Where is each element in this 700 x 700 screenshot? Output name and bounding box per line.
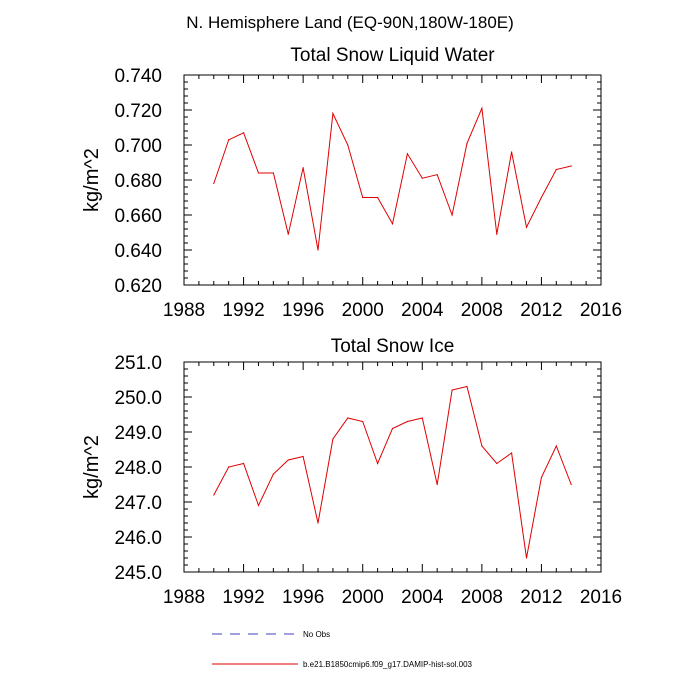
y-tick-label: 0.720 [114,101,162,122]
data-point [228,466,230,468]
data-point [421,417,423,419]
y-tick-label: 0.660 [114,206,162,227]
y-tick-label: 0.620 [114,276,162,297]
data-point [272,172,274,174]
data-point [466,385,468,388]
x-tick-label: 2000 [342,587,384,608]
legend-obs-label: No Obs [303,630,330,639]
data-point [406,420,408,423]
y-tick-label: 248.0 [114,458,162,479]
y-tick-label: 0.740 [114,66,162,87]
data-point [213,182,215,185]
x-tick-label: 1996 [282,587,324,608]
data-point [302,455,304,458]
data-point [570,483,572,486]
x-tick-label: 2004 [401,300,444,321]
data-point [496,233,498,235]
y-tick-label: 250.0 [114,388,162,409]
data-point [257,504,260,507]
x-tick-label: 1992 [222,300,264,321]
data-point [332,438,334,440]
data-point [242,132,245,134]
data-point [436,174,438,176]
y-tick-label: 0.640 [114,241,162,262]
data-point [228,139,230,141]
data-point [481,445,483,447]
data-point [391,427,394,430]
panel-title: Total Snow Ice [331,336,455,357]
x-tick-label: 2012 [520,300,562,321]
x-tick-label: 2012 [520,587,562,608]
data-point [421,177,423,179]
y-tick-label: 0.700 [114,136,162,157]
plot-frame [183,361,602,573]
data-point [525,226,528,228]
data-point [302,167,304,169]
figure-suptitle: N. Hemisphere Land (EQ-90N,180W-180E) [186,13,514,32]
data-point [451,389,453,391]
plot-frame [183,74,602,286]
data-point [287,233,289,235]
data-point [525,557,528,559]
y-tick-label: 245.0 [114,563,162,584]
data-point [511,151,513,153]
x-tick-label: 2016 [580,587,622,608]
data-point [377,196,379,199]
data-point [377,462,379,465]
data-point [347,144,349,146]
data-point [257,172,260,174]
data-point [272,473,274,475]
data-point [451,214,453,216]
x-tick-label: 2008 [461,587,503,608]
data-point [555,445,557,447]
data-point [555,168,557,171]
panel-title: Total Snow Liquid Water [290,45,495,66]
y-tick-label: 247.0 [114,493,162,514]
data-point [362,420,364,423]
y-tick-label: 251.0 [114,353,162,374]
legend-model-label: b.e21.B1850cmip6.f09_g17.DAMIP-hist-sol.… [303,660,473,669]
data-point [540,476,543,479]
series-line [213,385,572,559]
data-point [317,522,319,524]
data-point [332,112,334,115]
data-point [481,107,483,109]
x-tick-label: 1996 [282,300,324,321]
data-point [287,459,289,461]
data-point [317,249,319,251]
x-tick-label: 2004 [401,587,444,608]
y-tick-label: 249.0 [114,423,162,444]
x-tick-label: 2008 [461,300,503,321]
panel-snow-liquid-water: Total Snow Liquid Water 1988 1992 1996 2000 2… [81,45,622,321]
data-point [347,417,349,419]
panel-snow-ice: Total Snow Ice 1988 1992 1996 2000 2004 2008 20… [81,336,622,608]
x-tick-label: 1992 [222,587,264,608]
data-point [406,153,408,155]
data-point [496,462,498,465]
data-point [436,483,438,486]
x-tick-label: 1988 [163,300,205,321]
y-tick-label: 246.0 [114,528,162,549]
x-tick-label: 1988 [163,587,205,608]
data-point [511,452,513,454]
data-point [466,142,468,144]
data-point [213,494,215,496]
y-axis-label: kg/m^2 [81,435,103,499]
data-point [540,196,543,199]
legend: No Obs b.e21.B1850cmip6.f09_g17.DAMIP-hi… [212,630,473,669]
data-point [391,223,394,225]
x-tick-label: 2000 [342,300,384,321]
y-axis-label: kg/m^2 [81,148,103,212]
data-point [570,165,572,167]
data-point [362,196,364,199]
x-tick-label: 2016 [580,300,622,321]
y-tick-label: 0.680 [114,171,162,192]
series-line [213,106,572,251]
data-point [242,462,245,465]
